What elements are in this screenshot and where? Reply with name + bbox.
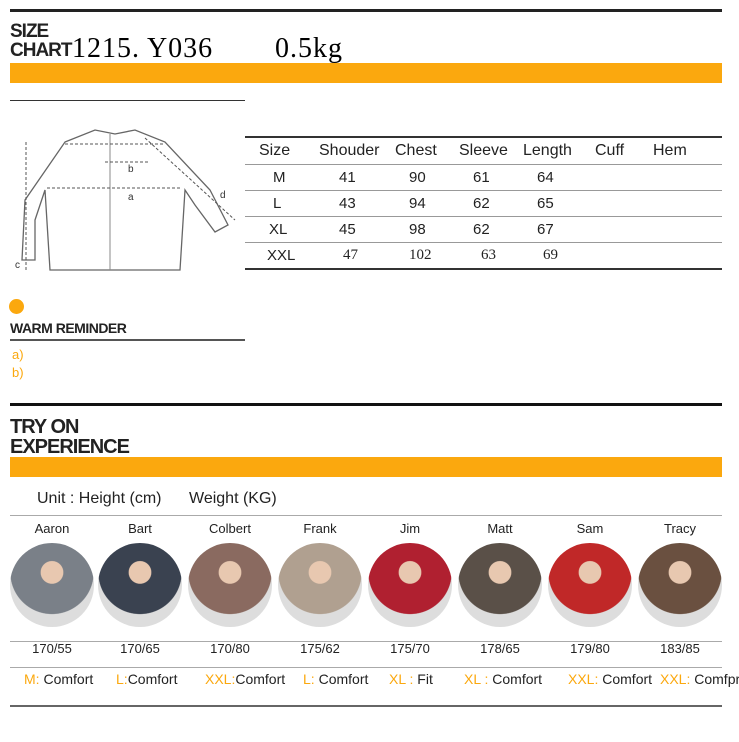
person-measure: 183/85 xyxy=(660,641,700,656)
person-measure: 175/62 xyxy=(300,641,340,656)
person-card: Bart 170/65 xyxy=(95,521,185,656)
reminder-item-b: b) xyxy=(12,365,24,380)
fit-label: Comfprt xyxy=(694,671,739,687)
person-photo xyxy=(188,543,272,627)
person-name: Sam xyxy=(576,521,604,536)
fit-size: M: xyxy=(24,671,44,687)
size-table: Size Shouder Chest Sleeve Length Cuff Hem M 41 9… xyxy=(245,136,722,270)
fit-label: Comfort xyxy=(235,671,286,687)
person-card: Colbert 170/80 xyxy=(185,521,275,656)
table-row: L 43 94 62 65 xyxy=(245,190,722,217)
fit-label: Comfort xyxy=(43,671,94,687)
fit-size: XL : xyxy=(389,671,418,687)
divider xyxy=(10,515,722,516)
person-fit: XXL:Comfort xyxy=(205,671,285,687)
unit-label: Unit : Height (cm) xyxy=(37,490,162,507)
person-card: Matt 178/65 xyxy=(455,521,545,656)
person-name: Bart xyxy=(128,521,152,536)
person-photo xyxy=(368,543,452,627)
person-fit: XL : Fit xyxy=(389,671,433,687)
person-card: Jim 175/70 xyxy=(365,521,455,656)
divider xyxy=(10,100,245,101)
size-chart-title: SIZE CHART xyxy=(10,21,72,61)
divider xyxy=(10,641,722,642)
orange-dot-icon xyxy=(9,299,24,314)
person-measure: 170/80 xyxy=(210,641,250,656)
person-photo xyxy=(98,543,182,627)
person-measure: 170/55 xyxy=(32,641,72,656)
person-fit: L: Comfort xyxy=(303,671,368,687)
person-fit: L:Comfort xyxy=(116,671,177,687)
fit-label: Comfort xyxy=(492,671,543,687)
person-photo xyxy=(278,543,362,627)
svg-text:b: b xyxy=(128,164,134,175)
fit-size: XXL: xyxy=(205,671,236,687)
person-name: Jim xyxy=(399,521,421,536)
person-photo xyxy=(638,543,722,627)
person-measure: 178/65 xyxy=(480,641,520,656)
fit-size: L: xyxy=(116,671,128,687)
fit-label: Comfort xyxy=(318,671,369,687)
product-weight: 0.5kg xyxy=(275,33,343,64)
fit-label: Comfort xyxy=(127,671,178,687)
try-on-title: TRY ON EXPERIENCE xyxy=(10,416,130,458)
divider xyxy=(10,705,722,707)
orange-banner xyxy=(10,457,722,477)
person-photo xyxy=(10,543,94,627)
fit-label: Comfort xyxy=(602,671,653,687)
table-row: XL 45 98 62 67 xyxy=(245,216,722,243)
model-number: 1215. Y036 xyxy=(72,33,214,64)
person-name: Matt xyxy=(487,521,513,536)
table-row: XXL 47 102 63 69 xyxy=(267,247,558,264)
table-row: M 41 90 61 64 xyxy=(245,164,722,191)
person-name: Tracy xyxy=(663,521,697,536)
svg-text:c: c xyxy=(15,260,20,271)
person-card: Aaron 170/55 xyxy=(7,521,97,656)
fit-size: XXL: xyxy=(568,671,603,687)
divider xyxy=(10,667,722,668)
person-photo xyxy=(548,543,632,627)
fit-size: L: xyxy=(303,671,319,687)
person-fit: XL : Comfort xyxy=(464,671,542,687)
warm-reminder-title: WARM REMINDER xyxy=(10,320,127,336)
svg-text:d: d xyxy=(220,190,226,201)
person-fit: XXL: Comfort xyxy=(568,671,652,687)
person-name: Aaron xyxy=(34,521,70,536)
person-photo xyxy=(458,543,542,627)
person-card: Frank 175/62 xyxy=(275,521,365,656)
svg-text:a: a xyxy=(128,192,134,203)
person-measure: 179/80 xyxy=(570,641,610,656)
person-fit: XXL: Comfprt xyxy=(660,671,739,687)
person-measure: 175/70 xyxy=(390,641,430,656)
person-name: Frank xyxy=(303,521,337,536)
shirt-diagram: b a c d xyxy=(15,129,236,272)
fit-size: XXL: xyxy=(660,671,695,687)
person-measure: 170/65 xyxy=(120,641,160,656)
fit-size: XL : xyxy=(464,671,493,687)
section-divider xyxy=(10,403,722,406)
reminder-item-a: a) xyxy=(12,347,24,362)
fit-label: Fit xyxy=(417,671,433,687)
orange-banner xyxy=(10,63,722,83)
table-header: Size Shouder Chest Sleeve Length Cuff Hem xyxy=(245,137,722,165)
weight-unit-label: Weight (KG) xyxy=(189,490,277,507)
person-card: Tracy 183/85 xyxy=(635,521,725,656)
person-fit: M: Comfort xyxy=(24,671,93,687)
person-name: Colbert xyxy=(209,521,251,536)
person-card: Sam 179/80 xyxy=(545,521,635,656)
divider xyxy=(10,339,245,341)
top-divider xyxy=(10,9,722,12)
